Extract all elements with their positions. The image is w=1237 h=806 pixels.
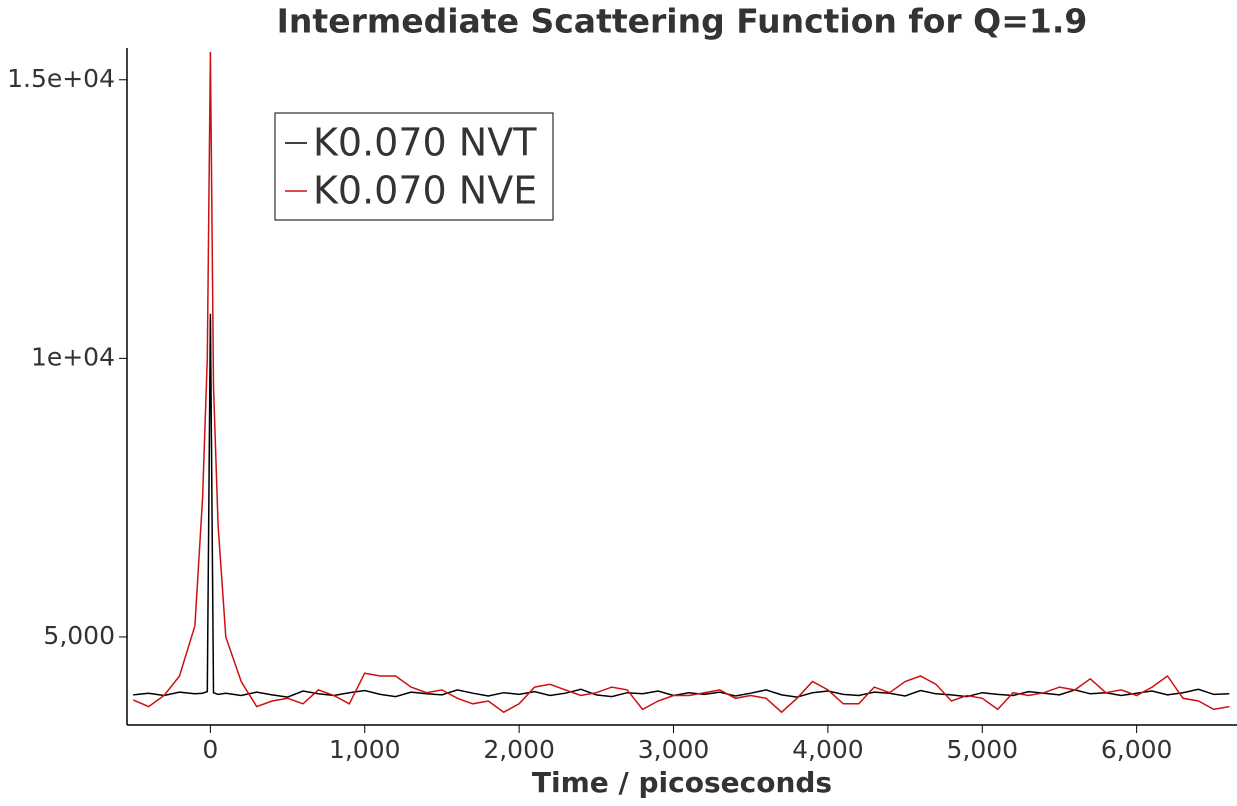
series-line xyxy=(133,313,1230,698)
legend-box xyxy=(274,112,554,221)
x-tick-label: 6,000 xyxy=(1101,735,1173,764)
y-tick-label: 5,000 xyxy=(43,621,115,650)
x-axis-label: Time / picoseconds xyxy=(532,766,832,799)
series-line xyxy=(132,51,1230,714)
x-tick-label: 3,000 xyxy=(638,735,710,764)
x-tick-label: 4,000 xyxy=(792,735,864,764)
legend-label: K0.070 NVE xyxy=(313,169,537,213)
x-tick-label: 5,000 xyxy=(946,735,1018,764)
y-tick-label: 1e+04 xyxy=(31,342,115,371)
y-tick-label: 1.5e+04 xyxy=(7,64,115,93)
x-tick-label: 2,000 xyxy=(483,735,555,764)
chart-title: Intermediate Scattering Function for Q=1… xyxy=(277,2,1088,41)
legend-label: K0.070 NVT xyxy=(313,121,537,165)
x-tick-label: 0 xyxy=(202,735,218,764)
x-tick-label: 1,000 xyxy=(329,735,401,764)
